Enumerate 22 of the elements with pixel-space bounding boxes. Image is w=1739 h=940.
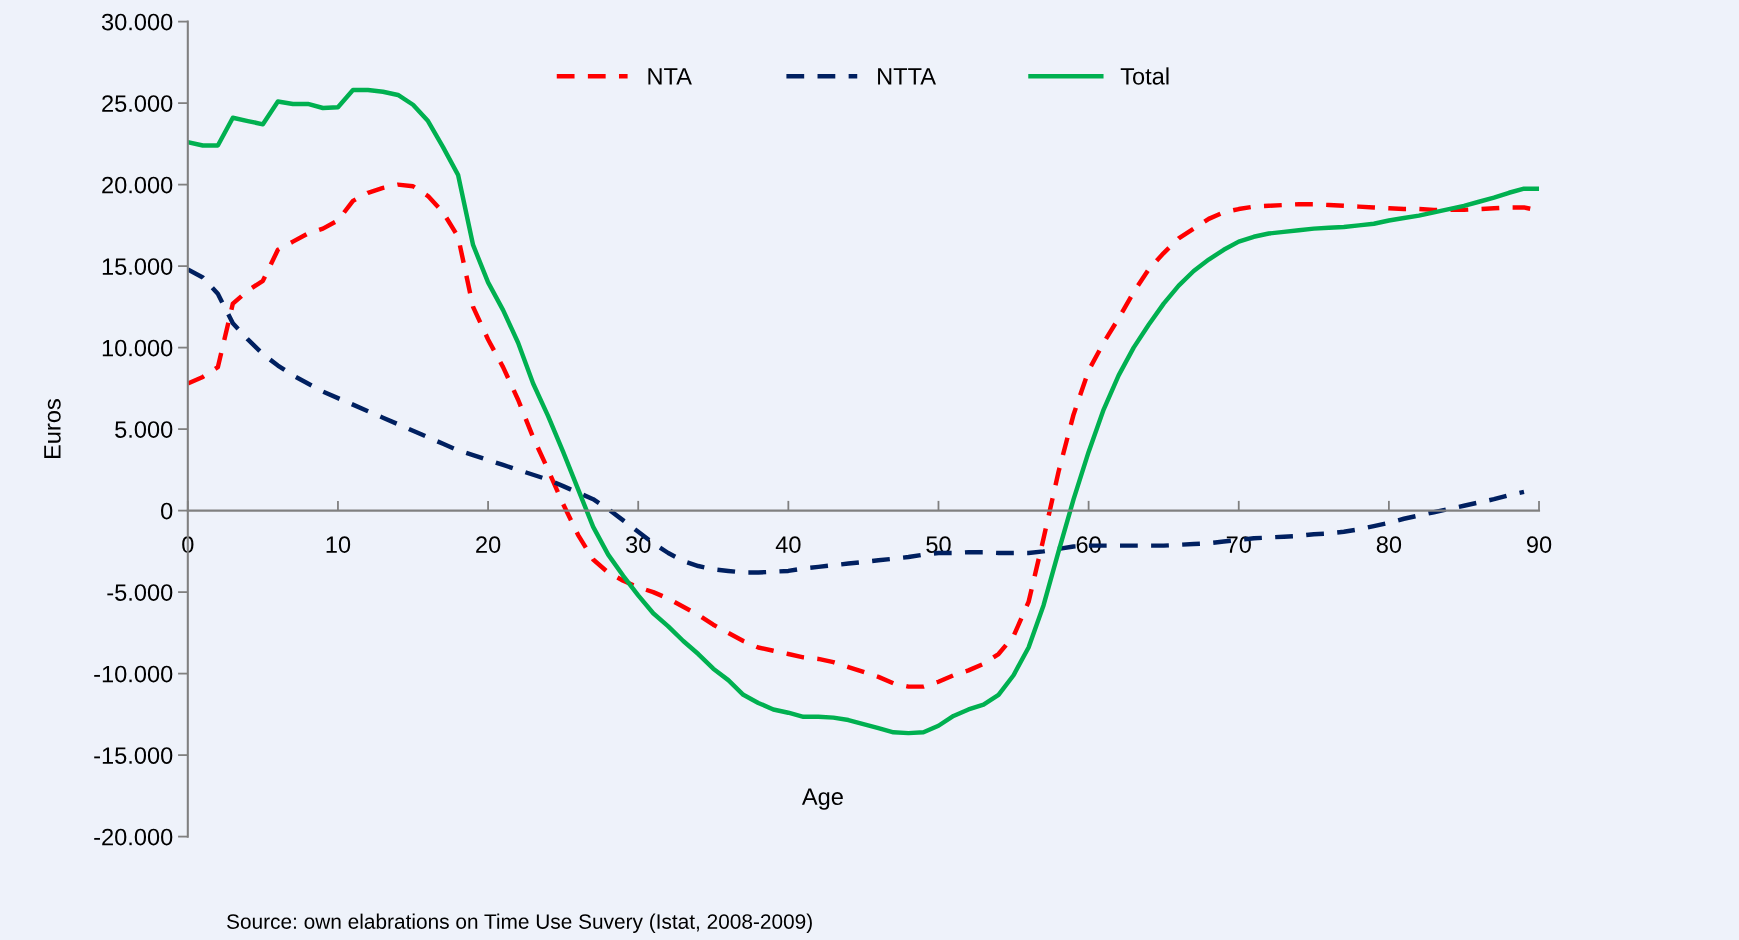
x-axis-title: Age — [801, 788, 843, 810]
y-tick-label: 5.000 — [115, 421, 173, 438]
y-tick-label: 25.000 — [102, 95, 173, 112]
x-tick-label: 90 — [1526, 536, 1552, 553]
y-tick-label: 30.000 — [101, 13, 173, 31]
y-tick-label: 20.000 — [102, 176, 173, 194]
legend-label: NTTA — [878, 68, 936, 85]
y-tick-label: -15.000 — [94, 747, 173, 764]
y-tick-label: -5.000 — [107, 584, 173, 601]
x-tick-label: 20 — [476, 536, 501, 553]
legend-label: Total — [1120, 67, 1169, 85]
y-tick-label: -10.000 — [94, 665, 173, 683]
x-tick-label: 80 — [1376, 536, 1402, 553]
source-note: Source: own elabrations on Time Use Suvery (Istat, 2008-2009) — [227, 913, 812, 934]
x-tick-label: 10 — [326, 536, 351, 553]
y-tick-label: 15.000 — [102, 258, 173, 275]
y-tick-label: 10.000 — [102, 339, 173, 357]
y-tick-label: -20.000 — [94, 828, 173, 846]
y-tick-label: 0 — [161, 502, 173, 520]
legend-label: NTA — [648, 68, 692, 85]
x-tick-label: 40 — [775, 536, 801, 553]
y-axis-title: Euros — [44, 399, 61, 459]
